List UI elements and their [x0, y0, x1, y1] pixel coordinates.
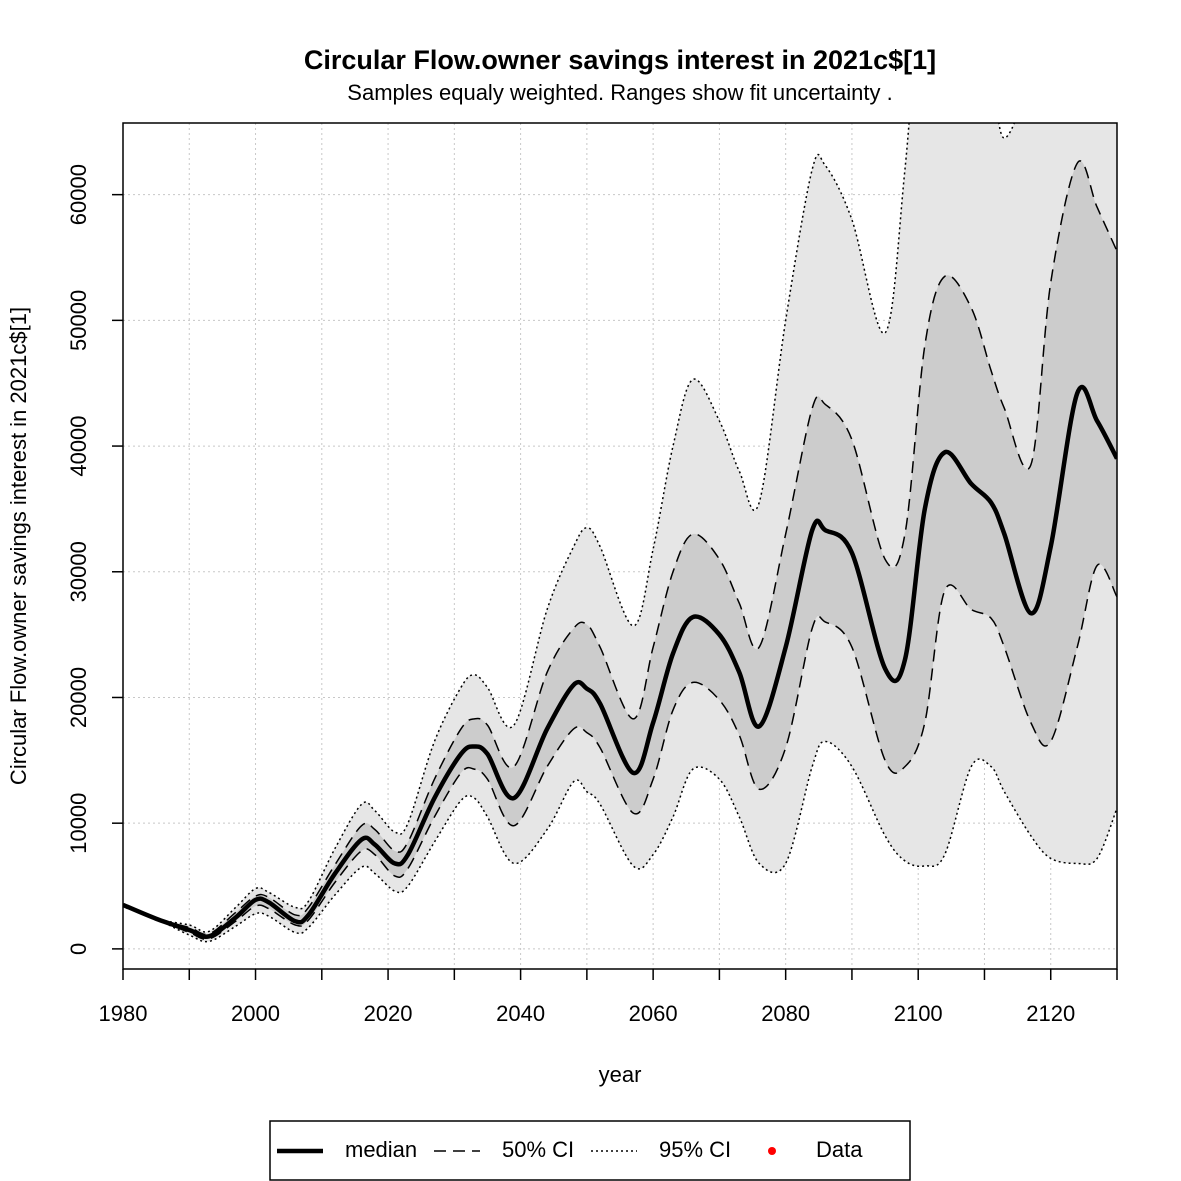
- legend-label: Data: [816, 1137, 863, 1162]
- x-axis-label: year: [599, 1062, 642, 1087]
- y-tick-label: 40000: [66, 415, 91, 476]
- legend-label: 95% CI: [659, 1137, 731, 1162]
- x-tick-label: 2000: [231, 1001, 280, 1026]
- y-axis-label: Circular Flow.owner savings interest in …: [6, 307, 31, 785]
- plot-area: [123, 123, 1117, 943]
- y-tick-label: 30000: [66, 541, 91, 602]
- band-upper-line: [123, 160, 1117, 936]
- y-tick-label: 20000: [66, 667, 91, 728]
- legend-marker: [768, 1147, 776, 1155]
- x-tick-label: 1980: [99, 1001, 148, 1026]
- legend-label: median: [345, 1137, 417, 1162]
- x-tick-label: 2120: [1026, 1001, 1075, 1026]
- y-tick-label: 60000: [66, 164, 91, 225]
- legend-label: 50% CI: [502, 1137, 574, 1162]
- band-lower-line: [123, 563, 1117, 940]
- band-fill: [123, 123, 1117, 942]
- chart-subtitle: Samples equaly weighted. Ranges show fit…: [347, 80, 892, 105]
- band-lower-line: [123, 740, 1117, 943]
- x-tick-label: 2080: [761, 1001, 810, 1026]
- y-tick-label: 10000: [66, 793, 91, 854]
- x-tick-label: 2020: [364, 1001, 413, 1026]
- legend-box: [269, 1120, 911, 1181]
- x-tick-label: 2040: [496, 1001, 545, 1026]
- x-tick-label: 2100: [894, 1001, 943, 1026]
- y-tick-label: 0: [66, 943, 91, 955]
- plot-frame: [122, 122, 1118, 970]
- median-line: [123, 384, 1117, 940]
- x-tick-label: 2060: [629, 1001, 678, 1026]
- chart-title: Circular Flow.owner savings interest in …: [304, 45, 936, 75]
- y-tick-label: 50000: [66, 290, 91, 351]
